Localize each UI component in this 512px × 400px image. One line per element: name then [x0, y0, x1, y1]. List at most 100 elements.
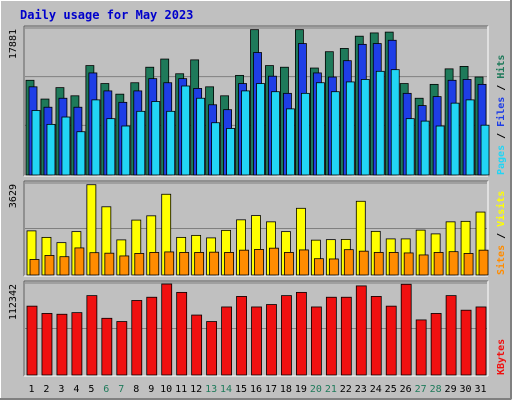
bar-sites-day-6: [104, 252, 115, 276]
bar-sites-day-20: [313, 258, 324, 276]
bar-pages-day-31: [480, 124, 490, 176]
bar-kbytes-day-19: [296, 291, 307, 376]
x-tick-label-day-10: 10: [160, 384, 172, 395]
bar-sites-day-25: [388, 252, 399, 276]
bar-pages-day-15: [241, 90, 250, 176]
bar-pages-day-14: [226, 128, 235, 176]
bar-pages-day-10: [166, 110, 176, 176]
bar-kbytes-day-27: [415, 319, 427, 376]
bar-pages-day-27: [420, 120, 430, 176]
bar-kbytes-day-26: [400, 283, 412, 376]
bar-pages-day-5: [91, 99, 101, 176]
bar-kbytes-day-11: [176, 291, 188, 376]
x-tick-label-day-6: 6: [103, 384, 109, 395]
bar-sites-day-16: [254, 249, 264, 276]
x-tick-label-day-8: 8: [133, 384, 139, 395]
bar-pages-day-8: [136, 110, 146, 176]
bar-kbytes-day-3: [56, 313, 68, 376]
x-tick-label-day-31: 31: [474, 384, 486, 395]
bar-pages-day-12: [196, 97, 206, 176]
x-tick-label-day-24: 24: [370, 384, 382, 395]
x-tick-label-day-26: 26: [400, 384, 412, 395]
bar-kbytes-day-29: [445, 295, 457, 376]
bar-kbytes-day-1: [26, 305, 38, 376]
panel-kbytes: 112342 KBytes: [8, 280, 507, 377]
bar-sites-day-29: [448, 251, 459, 276]
x-tick-label-day-9: 9: [148, 384, 154, 395]
bar-kbytes-day-30: [460, 309, 472, 376]
bar-pages-day-23: [360, 79, 370, 176]
x-tick-label-day-14: 14: [220, 384, 232, 395]
bar-kbytes-day-23: [355, 285, 367, 376]
x-axis-day-labels: 1 2 3 4 5 6 7 8 9 10 11 12 13 14 15 16 17 18 19 20 21 22 23 24 2…: [28, 384, 486, 395]
bar-sites-day-26: [403, 252, 414, 276]
bar-pages-day-16: [256, 83, 265, 176]
panel-visits-sites: 3629 Sites / Visits: [8, 180, 507, 277]
x-tick-label-day-4: 4: [73, 384, 79, 395]
bar-sites-day-27: [418, 254, 429, 276]
bar-kbytes-day-18: [281, 295, 292, 376]
series-axis-label: Pages / Files / Hits: [495, 55, 507, 175]
axis-label-part: /: [496, 227, 507, 245]
bar-sites-day-1: [29, 259, 40, 276]
x-tick-label-day-1: 1: [28, 384, 34, 395]
bar-kbytes-day-6: [101, 317, 113, 376]
x-tick-label-day-30: 30: [460, 384, 472, 395]
bar-pages-day-24: [375, 70, 385, 176]
panel-hits-files-pages: 17881 Pages / Files / Hits: [8, 25, 507, 177]
bar-sites-day-15: [239, 249, 249, 276]
bar-kbytes-day-10: [161, 283, 173, 376]
x-tick-label-day-18: 18: [280, 384, 292, 395]
bar-sites-day-31: [478, 249, 489, 276]
bar-sites-day-22: [343, 249, 354, 276]
bar-sites-day-18: [284, 252, 294, 276]
bar-kbytes-day-15: [236, 296, 247, 376]
bar-kbytes-day-2: [41, 313, 53, 376]
x-tick-label-day-3: 3: [58, 384, 64, 395]
bar-pages-day-22: [345, 81, 355, 176]
bar-pages-day-3: [61, 116, 71, 176]
bar-pages-day-9: [151, 101, 161, 176]
bar-sites-day-5: [89, 252, 100, 276]
bar-kbytes-day-20: [310, 306, 322, 376]
bar-sites-day-23: [358, 250, 369, 276]
bar-kbytes-day-5: [86, 295, 98, 376]
bar-pages-day-18: [286, 108, 295, 176]
bar-pages-day-21: [330, 91, 340, 176]
bar-sites-day-7: [119, 255, 130, 276]
chart-title: Daily usage for May 2023: [20, 8, 193, 22]
x-tick-label-day-5: 5: [88, 384, 94, 395]
bar-sites-day-28: [433, 252, 444, 276]
x-tick-label-day-29: 29: [445, 384, 457, 395]
bar-sites-day-17: [269, 247, 279, 276]
axis-label-part: KBytes: [496, 339, 507, 375]
axis-label-part: /: [496, 79, 507, 97]
axis-label-part: Pages: [496, 145, 507, 175]
bar-sites-day-19: [299, 249, 309, 276]
x-tick-label-day-16: 16: [250, 384, 262, 395]
bar-kbytes-day-12: [191, 314, 203, 376]
bar-pages-day-11: [181, 85, 191, 176]
bar-kbytes-day-22: [340, 296, 352, 376]
bar-sites-day-24: [373, 252, 384, 276]
y-max-label: 112342: [8, 284, 19, 320]
x-tick-label-day-17: 17: [265, 384, 277, 395]
bar-sites-day-9: [149, 252, 160, 276]
axis-label-part: Sites: [495, 245, 507, 275]
bar-pages-day-1: [31, 110, 41, 176]
x-tick-label-day-2: 2: [43, 384, 49, 395]
x-tick-label-day-11: 11: [175, 384, 187, 395]
bar-sites-day-2: [44, 255, 55, 276]
x-tick-label-day-12: 12: [190, 384, 202, 395]
bar-pages-day-25: [390, 69, 400, 176]
bar-pages-day-6: [106, 118, 116, 176]
bar-kbytes-day-21: [325, 296, 337, 376]
x-tick-label-day-23: 23: [355, 384, 367, 395]
y-max-label: 17881: [8, 29, 19, 59]
bar-kbytes-day-9: [146, 296, 158, 376]
bar-pages-day-7: [121, 125, 131, 176]
bar-pages-day-2: [46, 123, 56, 176]
bar-pages-day-29: [450, 102, 460, 176]
